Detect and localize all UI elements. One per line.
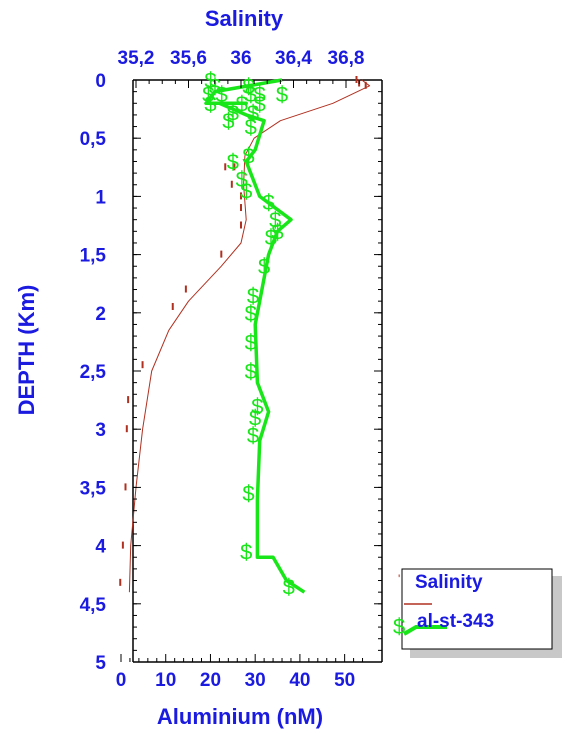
x-bottom-tick-label: 10 <box>155 670 176 691</box>
legend-al-label: al-st-343 <box>417 611 494 632</box>
aluminium-point: $ <box>283 574 295 599</box>
legend: ' Salinity $ al-st-343 <box>393 568 562 658</box>
aluminium-point: $ <box>265 225 277 250</box>
y-tick-label: 2 <box>95 304 106 325</box>
aluminium-point: $ <box>242 74 254 99</box>
aluminium-point: $ <box>216 82 228 107</box>
aluminium-point: $ <box>202 82 214 107</box>
salinity-point <box>230 180 233 188</box>
aluminium-point: $ <box>209 74 221 99</box>
y-tick-label: 3 <box>95 420 106 441</box>
aluminium-point: $ <box>204 68 216 93</box>
salinity-point <box>171 302 174 310</box>
x-top-tick-label: 36 <box>230 48 251 69</box>
y-tick-label: 4 <box>95 537 106 558</box>
aluminium-point: $ <box>245 359 257 384</box>
x-bottom-tick-label: 50 <box>334 670 355 691</box>
legend-salinity-marker: ' <box>398 572 400 586</box>
legend-box <box>401 568 553 650</box>
aluminium-point: $ <box>254 91 266 116</box>
salinity-point <box>224 163 227 171</box>
aluminium-point: $ <box>204 91 216 116</box>
aluminium-point: $ <box>276 82 288 107</box>
aluminium-point: $ <box>245 115 257 140</box>
salinity-point <box>121 541 124 549</box>
aluminium-point: $ <box>247 283 259 308</box>
salinity-point <box>220 250 223 258</box>
aluminium-point: $ <box>240 539 252 564</box>
aluminium-point: $ <box>262 190 274 215</box>
legend-al-marker: $ <box>393 614 405 639</box>
y-tick-label: 1,5 <box>80 246 107 267</box>
legend-al-swatch <box>402 625 447 636</box>
x-bottom-tick-label: 40 <box>289 670 310 691</box>
aluminium-point: $ <box>247 101 259 126</box>
aluminium-point: $ <box>247 423 259 448</box>
aluminium-point: $ <box>242 144 254 169</box>
salinity-point <box>364 81 367 89</box>
top-axis-title: Salinity <box>205 6 284 31</box>
y-tick-label: 1 <box>95 187 106 208</box>
y-tick-label: 3,5 <box>80 478 107 499</box>
aluminium-point: $ <box>271 219 283 244</box>
aluminium-point: $ <box>227 149 239 174</box>
x-bottom-tick-label: 0 <box>116 670 127 691</box>
aluminium-point: $ <box>254 82 266 107</box>
salinity-point <box>233 163 236 171</box>
salinity-point <box>141 361 144 369</box>
y-tick-label: 4,5 <box>80 595 107 616</box>
y-tick-label: 0,5 <box>80 129 107 150</box>
salinity-point <box>119 578 122 586</box>
x-top-tick-label: 35,2 <box>118 48 155 69</box>
aluminium-point: $ <box>227 101 239 126</box>
y-tick-label: 2,5 <box>80 362 107 383</box>
salinity-point <box>240 221 242 229</box>
salinity-point <box>127 396 130 404</box>
salinity-line <box>128 79 371 593</box>
aluminium-point: $ <box>249 406 261 431</box>
aluminium-point: $ <box>222 109 234 134</box>
y-tick-label: 5 <box>95 653 106 674</box>
aluminium-point: $ <box>258 254 270 279</box>
bottom-axis-title: Aluminium (nM) <box>157 704 323 729</box>
salinity-point <box>124 483 127 491</box>
y-tick-label: 0 <box>95 71 106 92</box>
aluminium-point: $ <box>251 394 263 419</box>
salinity-point <box>240 192 242 200</box>
series-layer: $$ $$ $ $$ $$ $ $$ $$ $$$$$ $$$$$$$$$$$$$$$ <box>119 68 371 599</box>
aluminium-point: $ <box>245 301 257 326</box>
aluminium-point: $ <box>245 330 257 355</box>
aluminium-point: $ <box>269 208 281 233</box>
aluminium-point: $ <box>245 82 257 107</box>
salinity-point <box>240 204 242 212</box>
salinity-point <box>184 285 187 293</box>
x-top-tick-label: 35,6 <box>170 48 207 69</box>
x-top-tick-label: 36,4 <box>275 48 312 69</box>
aluminium-point: $ <box>236 91 248 116</box>
x-bottom-tick-label: 30 <box>245 670 266 691</box>
aluminium-point: $ <box>240 179 252 204</box>
y-axis-title: DEPTH (Km) <box>14 285 39 416</box>
salinity-point <box>355 76 358 83</box>
x-top-tick-label: 36,8 <box>328 48 365 69</box>
aluminium-line <box>204 78 306 594</box>
aluminium-point: $ <box>236 167 248 192</box>
x-bottom-tick-label: 20 <box>200 670 221 691</box>
legend-salinity-label: Salinity <box>415 572 483 593</box>
aluminium-point: $ <box>242 481 254 506</box>
salinity-point <box>125 425 128 433</box>
